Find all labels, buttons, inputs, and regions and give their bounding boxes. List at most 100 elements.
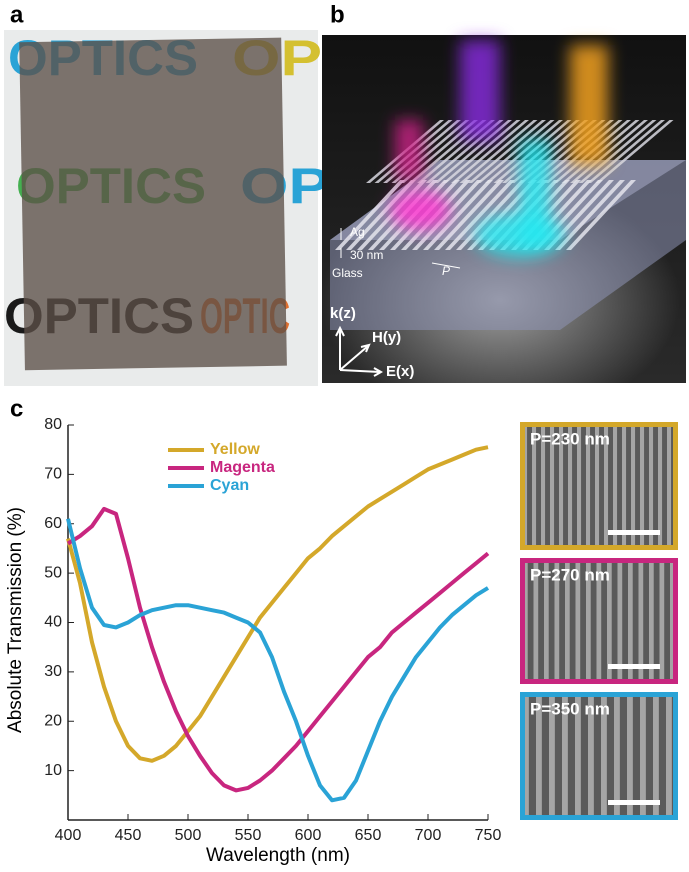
sem-stripe	[649, 424, 654, 548]
sem-stripe	[670, 560, 675, 682]
label-period: P	[442, 264, 450, 278]
axis-h: H(y)	[372, 329, 401, 346]
sem-stripe	[588, 694, 594, 818]
sem-stripe	[565, 560, 570, 682]
x-tick-label: 750	[475, 827, 502, 844]
x-tick-label: 500	[175, 827, 202, 844]
y-tick-label: 10	[44, 762, 62, 779]
sem-label: P=230 nm	[530, 429, 610, 448]
sem-stripe	[575, 560, 581, 682]
sem-images: P=230 nm P=270 nm P=350 nm	[520, 422, 678, 820]
x-tick-label: 450	[115, 827, 142, 844]
sem-stripe	[523, 560, 528, 682]
axis-e: E(x)	[386, 363, 414, 380]
x-tick-label: 600	[295, 827, 322, 844]
sem-stripe	[640, 424, 645, 548]
sem-stripe	[640, 694, 646, 818]
sem-stripe	[617, 560, 623, 682]
grating-bar	[434, 180, 504, 250]
sem-stripe	[658, 424, 663, 548]
sem-stripe	[604, 424, 609, 548]
sem-stripe	[536, 694, 542, 818]
grating-bar	[578, 120, 657, 183]
sem-stripe	[595, 424, 600, 548]
sem-stripe	[628, 560, 633, 682]
axes-icon	[335, 228, 461, 377]
beam	[390, 190, 450, 230]
grating-bar	[423, 180, 493, 250]
sem-stripe	[653, 694, 659, 818]
sem-label: P=350 nm	[530, 699, 610, 718]
grating-bar	[468, 120, 546, 183]
y-tick-label: 20	[44, 712, 62, 729]
x-tick-label: 650	[355, 827, 382, 844]
series-line	[66, 445, 489, 763]
legend-label: Cyan	[210, 477, 249, 494]
grating-bar	[451, 120, 529, 183]
sem-stripe	[549, 694, 555, 818]
sem-stripe	[622, 424, 627, 548]
beam	[395, 120, 423, 180]
sem-stripe	[613, 424, 618, 548]
grating-bar	[566, 180, 636, 250]
legend-label: Magenta	[210, 459, 275, 476]
sem-stripe	[562, 694, 568, 818]
grating-bar	[587, 120, 665, 183]
panel-label: c	[10, 395, 23, 422]
x-axis-title: Wavelength (nm)	[206, 845, 350, 866]
sem-stripe	[638, 560, 644, 682]
sem-stripe	[667, 424, 672, 548]
sem-stripe	[559, 424, 564, 548]
sem-stripe	[666, 694, 672, 818]
scale-bar	[608, 530, 660, 535]
y-tick-label: 40	[44, 614, 62, 631]
scale-bar	[608, 800, 660, 805]
arrow	[335, 325, 345, 370]
x-tick-label: 700	[415, 827, 442, 844]
sem-stripe	[627, 694, 633, 818]
y-tick-label: 50	[44, 564, 62, 581]
sem-stripe	[523, 694, 529, 818]
legend-label: Yellow	[210, 441, 260, 458]
sample-film	[19, 37, 287, 371]
sem-label: P=270 nm	[530, 565, 610, 584]
series-line	[66, 506, 490, 793]
sem-frame	[520, 692, 678, 820]
y-axis-title: Absolute Transmission (%)	[5, 507, 26, 733]
x-tick-label: 400	[55, 827, 82, 844]
series-line	[66, 518, 490, 803]
y-tick-label: 80	[44, 416, 62, 433]
axis-k: k(z)	[330, 305, 356, 322]
y-tick-label: 30	[44, 663, 62, 680]
grating-bar	[456, 180, 526, 250]
scale-bar	[608, 664, 660, 669]
panel-label: b	[330, 1, 345, 28]
sem-frame	[520, 422, 678, 550]
beam	[570, 45, 608, 165]
sem-stripe	[523, 424, 528, 548]
grating-bar	[555, 180, 625, 250]
sem-stripe	[544, 560, 549, 682]
grating-bar	[442, 120, 521, 183]
grating-bar	[459, 120, 538, 183]
sem-stripe	[586, 560, 591, 682]
arrow	[339, 367, 384, 377]
y-tick-label: 70	[44, 466, 62, 483]
beam	[460, 40, 500, 140]
sem-stripe	[577, 424, 582, 548]
label-glass: Glass	[332, 266, 363, 280]
panel-label: a	[10, 1, 24, 28]
sem-stripe	[575, 694, 581, 818]
label-thickness: 30 nm	[350, 248, 383, 262]
sem-stripe	[532, 424, 537, 548]
sem-background	[520, 692, 678, 820]
grating-bar	[570, 120, 648, 183]
grating-bar	[335, 180, 405, 250]
sem-stripe	[601, 694, 607, 818]
y-tick-label: 60	[44, 515, 62, 532]
sem-stripe	[659, 560, 665, 682]
label-ag: Ag	[350, 225, 365, 239]
sem-stripe	[586, 424, 591, 548]
sem-stripe	[614, 694, 620, 818]
